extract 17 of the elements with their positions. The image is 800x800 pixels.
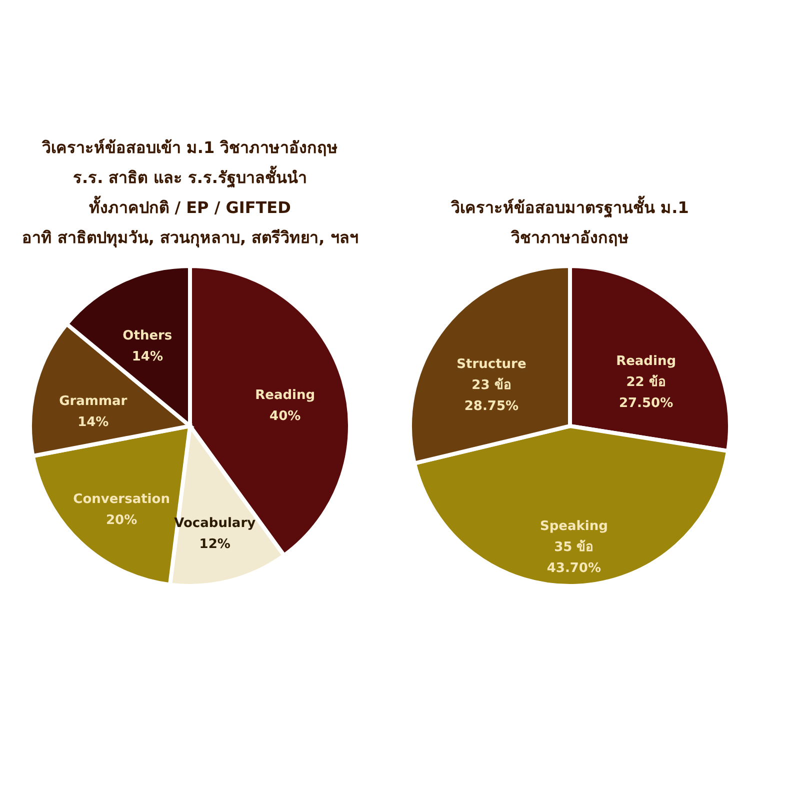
data-label: 14% — [78, 415, 109, 430]
data-label: 35 ข้อ 43.70% — [546, 538, 602, 576]
data-label: 20% — [106, 512, 138, 528]
chart-title: วิเคราะห์ข้อสอบเข้า ม.1 วิชาภาษาอังกฤษ ร.ร. สาธิต และ ร.ร.รัฐบาลชั้นนำ ทั้งภาคปกติ / EP / GIFTED อาทิ สาธิตปทุมวัน, สวนกุหลาบ, สตรีวิทยา, ฯลฯ — [22, 138, 358, 248]
slice-label: Grammar — [59, 394, 128, 410]
slice-label: Others — [122, 328, 172, 344]
data-label: 12% — [199, 536, 230, 552]
chart-title: วิเคราะห์ข้อสอบมาตรฐานชั้น ม.1 วิชาภาษาอังกฤษ — [450, 195, 689, 247]
slice-label: Speaking — [540, 518, 608, 534]
data-label: 40% — [270, 409, 301, 424]
data-label: 22 ข้อ 27.50% — [618, 374, 674, 412]
slice-label: Reading — [255, 388, 316, 404]
data-label: 23 ข้อ 28.75% — [464, 377, 519, 414]
slice-label: Structure — [456, 357, 526, 372]
slice-label: Reading — [616, 354, 676, 370]
data-label: 14% — [132, 350, 163, 365]
slice-label: Conversation — [73, 492, 170, 507]
